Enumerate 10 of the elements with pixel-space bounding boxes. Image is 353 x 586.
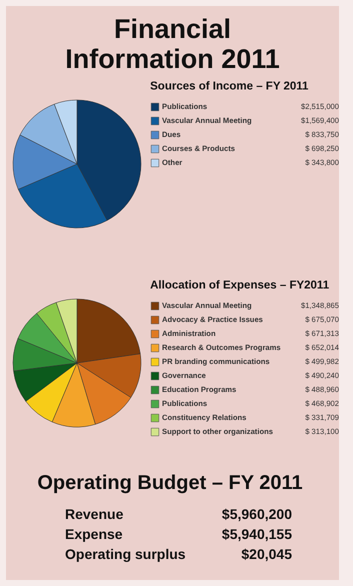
category-label: Operating surplus (65, 546, 186, 562)
data-label: $5,960,200 (222, 506, 292, 522)
category-label: Revenue (65, 506, 124, 522)
category-label: Expense (65, 526, 123, 542)
legend-title: Sources of Income – FY 2011 (150, 80, 310, 92)
data-label: $5,940,155 (222, 526, 292, 542)
chart-title: Financial Information 2011 (64, 14, 281, 74)
legend-title: Allocation of Expenses – FY2011 (150, 280, 330, 292)
text: Operating Budget – FY 2011 (37, 472, 303, 494)
data-label: $20,045 (241, 546, 292, 562)
